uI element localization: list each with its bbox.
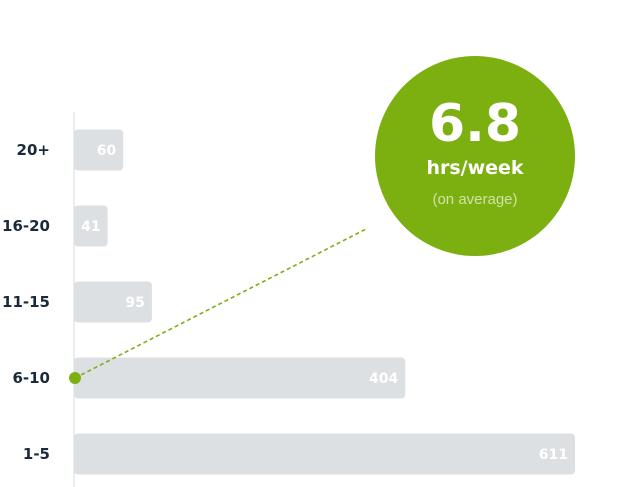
bar — [74, 281, 152, 323]
bar-value-label: 60 — [97, 143, 117, 159]
category-label: 11-15 — [2, 293, 50, 311]
bar-value-label: 41 — [81, 219, 100, 235]
callout-anchor-dot — [69, 372, 81, 384]
callout-value: 6.8 — [429, 94, 521, 154]
category-label: 16-20 — [2, 217, 50, 235]
bars-layer: 20+ 60 16-20 41 11-15 95 6-10 404 1-5 611 — [2, 129, 575, 475]
bar-value-label: 95 — [125, 295, 144, 311]
category-label: 20+ — [17, 141, 50, 159]
callout-note: (on average) — [432, 191, 517, 208]
bar-value-label: 404 — [369, 371, 398, 387]
bar-value-label: 611 — [539, 447, 568, 463]
average-callout: 6.8 hrs/week (on average) — [375, 56, 575, 256]
bar — [74, 433, 575, 475]
callout-circle — [375, 56, 575, 256]
bar — [74, 205, 108, 247]
category-label: 6-10 — [12, 369, 50, 387]
bar — [74, 357, 406, 399]
bar — [74, 129, 124, 171]
callout-connector-line — [74, 227, 369, 379]
callout-unit: hrs/week — [426, 157, 523, 179]
category-label: 1-5 — [23, 445, 50, 463]
